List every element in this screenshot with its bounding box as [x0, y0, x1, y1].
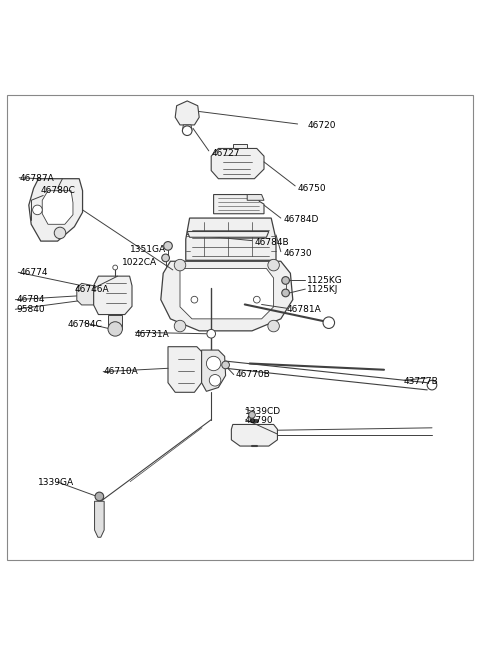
Circle shape — [207, 329, 216, 338]
Polygon shape — [187, 231, 269, 237]
Polygon shape — [77, 284, 94, 305]
Text: 46780C: 46780C — [41, 186, 76, 195]
Circle shape — [206, 356, 221, 371]
Text: 43777B: 43777B — [403, 377, 438, 386]
Text: 1339CD: 1339CD — [245, 407, 281, 415]
Polygon shape — [211, 149, 264, 179]
Text: 46787A: 46787A — [19, 174, 54, 183]
Polygon shape — [168, 346, 202, 392]
Text: 1125KJ: 1125KJ — [307, 285, 338, 293]
Text: 1339GA: 1339GA — [38, 477, 74, 487]
Text: 1351GA: 1351GA — [130, 245, 166, 254]
Polygon shape — [231, 424, 277, 446]
Circle shape — [174, 320, 186, 332]
Text: 46784: 46784 — [17, 295, 45, 304]
Polygon shape — [186, 218, 276, 260]
Polygon shape — [42, 191, 73, 224]
Circle shape — [191, 296, 198, 303]
Polygon shape — [29, 179, 83, 241]
Text: 46784D: 46784D — [283, 215, 319, 224]
Circle shape — [253, 296, 260, 303]
Polygon shape — [180, 269, 274, 319]
Polygon shape — [247, 195, 264, 200]
Circle shape — [268, 320, 279, 332]
Text: 46746A: 46746A — [74, 285, 109, 293]
Circle shape — [209, 375, 221, 386]
Circle shape — [249, 411, 255, 419]
Polygon shape — [182, 125, 192, 131]
Circle shape — [222, 361, 229, 369]
Circle shape — [54, 227, 66, 238]
Text: 46784B: 46784B — [254, 238, 289, 246]
Text: 46730: 46730 — [283, 249, 312, 257]
Circle shape — [95, 492, 104, 501]
Text: 46750: 46750 — [298, 184, 326, 193]
Circle shape — [162, 254, 169, 262]
Polygon shape — [233, 143, 247, 149]
Circle shape — [113, 265, 118, 270]
Circle shape — [33, 205, 42, 215]
Text: 1022CA: 1022CA — [122, 258, 157, 267]
Text: 46770B: 46770B — [235, 370, 270, 379]
Circle shape — [108, 322, 122, 336]
Text: 46784C: 46784C — [67, 320, 102, 329]
Text: 46774: 46774 — [19, 268, 48, 277]
Circle shape — [323, 317, 335, 328]
Circle shape — [282, 276, 289, 284]
Circle shape — [282, 289, 289, 297]
Text: 95840: 95840 — [17, 305, 46, 314]
Text: 46790: 46790 — [245, 416, 274, 425]
Text: 46731A: 46731A — [134, 329, 169, 339]
Text: 46720: 46720 — [307, 121, 336, 130]
Text: 46710A: 46710A — [103, 367, 138, 376]
Polygon shape — [175, 101, 199, 125]
Circle shape — [164, 242, 172, 250]
Circle shape — [427, 381, 437, 390]
Text: 46781A: 46781A — [287, 305, 322, 314]
Circle shape — [174, 259, 186, 271]
Polygon shape — [161, 261, 293, 331]
Polygon shape — [108, 314, 122, 329]
Polygon shape — [95, 501, 104, 537]
Polygon shape — [214, 195, 264, 214]
Polygon shape — [202, 350, 226, 391]
Circle shape — [182, 126, 192, 136]
Circle shape — [268, 259, 279, 271]
Text: 46727: 46727 — [211, 149, 240, 159]
Polygon shape — [94, 276, 132, 314]
Text: 1125KG: 1125KG — [307, 276, 343, 285]
